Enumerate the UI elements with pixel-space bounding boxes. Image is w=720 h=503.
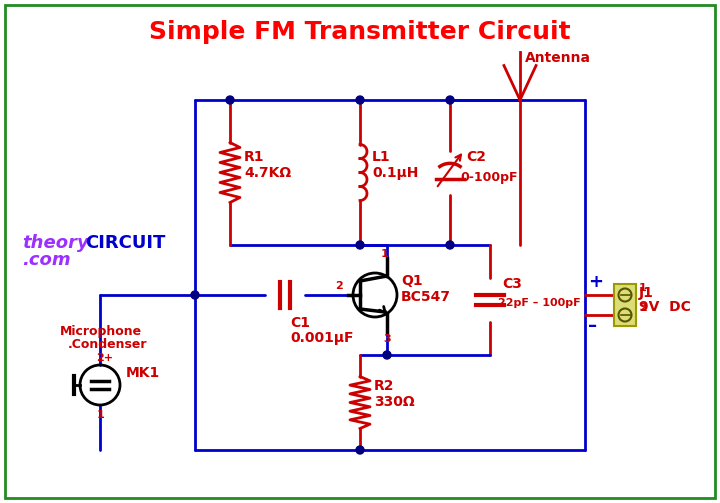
Text: 2: 2	[335, 281, 343, 291]
Text: 2+: 2+	[96, 353, 113, 363]
Text: Microphone: Microphone	[60, 325, 142, 338]
Text: J1: J1	[639, 286, 654, 300]
Text: C2: C2	[466, 149, 486, 163]
Circle shape	[191, 291, 199, 299]
Text: 3: 3	[383, 334, 391, 344]
Bar	[614, 284, 636, 326]
Text: 1: 1	[639, 283, 647, 293]
Text: 4.7KΩ: 4.7KΩ	[244, 165, 291, 180]
Text: MK1: MK1	[126, 366, 161, 380]
Circle shape	[446, 96, 454, 104]
Text: Antenna: Antenna	[525, 51, 591, 65]
Text: C3: C3	[502, 277, 522, 291]
Text: 9V  DC: 9V DC	[639, 300, 691, 314]
Text: 330Ω: 330Ω	[374, 395, 415, 409]
Text: R1: R1	[244, 149, 264, 163]
Text: 0-100pF: 0-100pF	[460, 171, 518, 184]
Text: 0.1μH: 0.1μH	[372, 165, 418, 180]
Text: 0.001μF: 0.001μF	[290, 331, 354, 345]
Circle shape	[383, 351, 391, 359]
Text: 1: 1	[97, 410, 104, 420]
Text: .Condenser: .Condenser	[68, 338, 148, 351]
Text: 2: 2	[639, 303, 647, 313]
Text: 1: 1	[381, 249, 389, 259]
Text: BC547: BC547	[401, 290, 451, 304]
Text: Simple FM Transmitter Circuit: Simple FM Transmitter Circuit	[149, 20, 571, 44]
Circle shape	[226, 96, 234, 104]
Text: 22pF – 100pF: 22pF – 100pF	[498, 298, 580, 308]
Circle shape	[356, 96, 364, 104]
Text: Q1: Q1	[401, 274, 423, 288]
Text: theory: theory	[22, 234, 89, 252]
Text: +: +	[588, 273, 603, 291]
Circle shape	[356, 241, 364, 249]
Circle shape	[356, 446, 364, 454]
Text: C1: C1	[290, 316, 310, 330]
Text: L1: L1	[372, 149, 391, 163]
Circle shape	[446, 241, 454, 249]
Text: R2: R2	[374, 379, 395, 393]
Text: –: –	[588, 317, 597, 335]
Text: .com: .com	[22, 251, 71, 269]
Text: CIRCUIT: CIRCUIT	[85, 234, 166, 252]
